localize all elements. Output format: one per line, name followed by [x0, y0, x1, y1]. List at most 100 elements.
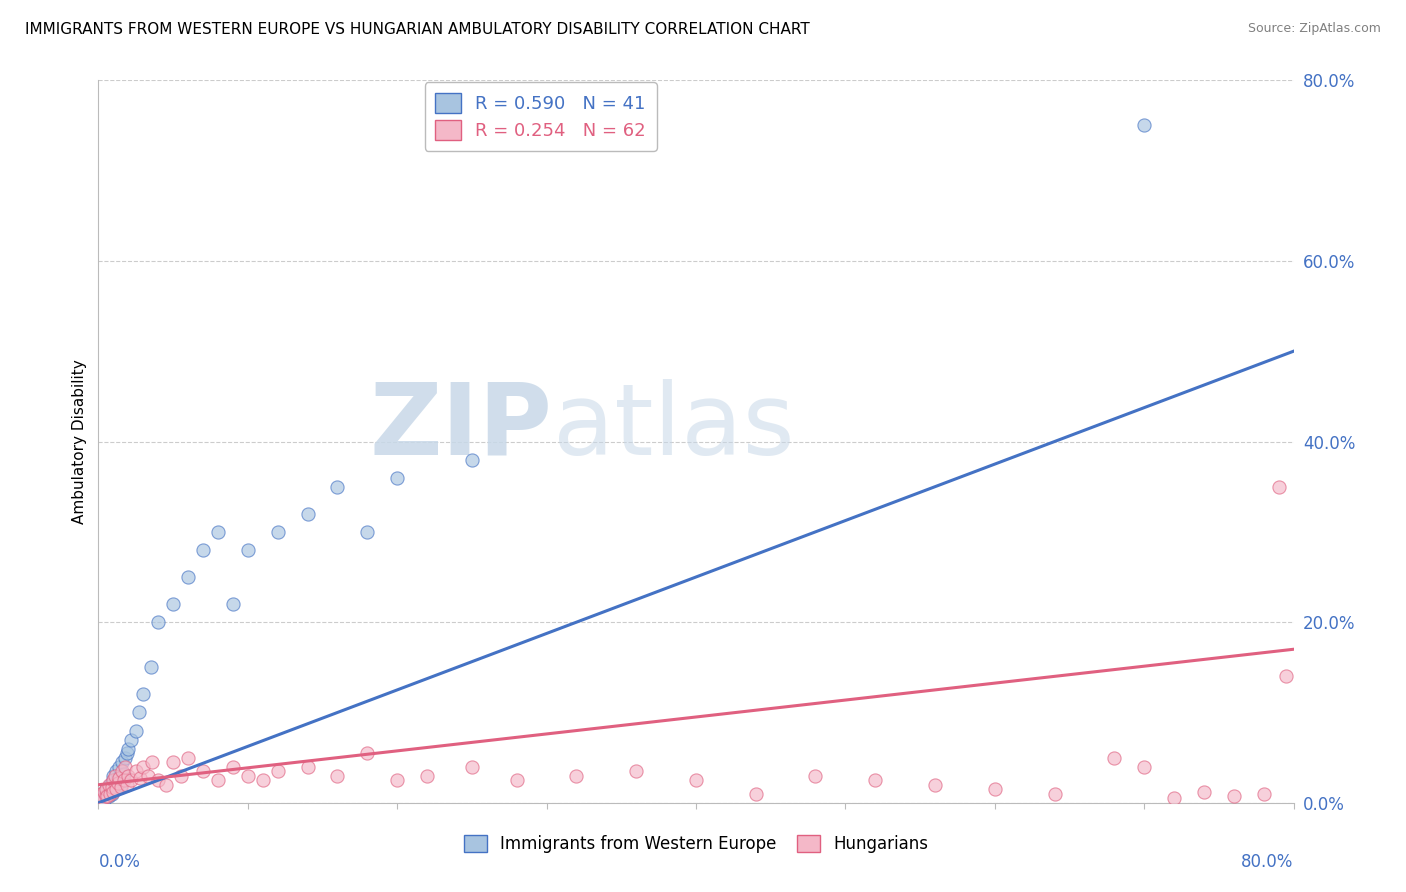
Text: atlas: atlas [553, 378, 794, 475]
Point [1133, 760, 1156, 774]
Point [1192, 785, 1215, 799]
Point [108, 771, 131, 785]
Point [101, 787, 124, 801]
Point [685, 773, 707, 788]
Point [267, 764, 290, 779]
Point [356, 524, 378, 539]
Point [1253, 787, 1275, 801]
Point [94, 789, 117, 803]
Point [94, 782, 117, 797]
Point [115, 778, 138, 792]
Point [222, 760, 245, 774]
Text: 0.0%: 0.0% [98, 854, 141, 871]
Point [103, 785, 125, 799]
Point [97, 778, 120, 792]
Point [148, 615, 170, 630]
Point [97, 780, 120, 794]
Point [191, 542, 214, 557]
Point [93, 793, 115, 807]
Point [326, 480, 349, 494]
Point [222, 597, 245, 611]
Point [125, 723, 148, 738]
Point [745, 787, 768, 801]
Point [110, 778, 132, 792]
Point [626, 764, 648, 779]
Point [94, 782, 117, 797]
Point [1043, 787, 1066, 801]
Text: 80.0%: 80.0% [1241, 854, 1294, 871]
Text: IMMIGRANTS FROM WESTERN EUROPE VS HUNGARIAN AMBULATORY DISABILITY CORRELATION CH: IMMIGRANTS FROM WESTERN EUROPE VS HUNGAR… [25, 22, 810, 37]
Point [461, 452, 484, 467]
Point [416, 769, 439, 783]
Point [103, 769, 125, 783]
Point [129, 771, 152, 785]
Point [91, 789, 114, 803]
Point [865, 773, 887, 788]
Point [107, 771, 129, 785]
Point [96, 789, 118, 804]
Point [169, 769, 191, 783]
Point [1223, 789, 1246, 803]
Point [98, 778, 122, 792]
Point [98, 787, 122, 801]
Point [110, 780, 132, 794]
Point [132, 760, 155, 774]
Point [385, 471, 409, 485]
Point [114, 760, 136, 774]
Point [97, 789, 120, 804]
Point [103, 773, 125, 788]
Point [94, 787, 117, 801]
Point [207, 773, 229, 788]
Text: Source: ZipAtlas.com: Source: ZipAtlas.com [1247, 22, 1381, 36]
Point [103, 773, 125, 788]
Point [93, 785, 115, 799]
Point [112, 767, 135, 781]
Point [461, 760, 484, 774]
Point [108, 760, 131, 774]
Point [506, 773, 529, 788]
Point [177, 750, 200, 764]
Point [107, 776, 129, 790]
Point [924, 778, 946, 792]
Point [162, 597, 184, 611]
Point [120, 773, 142, 788]
Point [1267, 480, 1289, 494]
Point [136, 769, 159, 783]
Point [252, 773, 274, 788]
Point [117, 741, 139, 756]
Point [105, 764, 128, 779]
Legend: Immigrants from Western Europe, Hungarians: Immigrants from Western Europe, Hungaria… [457, 828, 935, 860]
Point [114, 750, 136, 764]
Point [111, 755, 134, 769]
Y-axis label: Ambulatory Disability: Ambulatory Disability [72, 359, 87, 524]
Point [111, 764, 134, 779]
Point [139, 660, 162, 674]
Point [1163, 791, 1185, 805]
Point [1133, 119, 1156, 133]
Point [356, 746, 378, 760]
Point [267, 524, 290, 539]
Text: ZIP: ZIP [370, 378, 553, 475]
Point [984, 782, 1007, 797]
Point [804, 769, 827, 783]
Point [177, 570, 200, 584]
Point [155, 778, 177, 792]
Point [125, 764, 148, 779]
Point [105, 782, 128, 797]
Point [236, 542, 259, 557]
Point [191, 764, 214, 779]
Point [101, 780, 124, 794]
Point [207, 524, 229, 539]
Point [162, 755, 184, 769]
Point [117, 769, 139, 783]
Point [141, 755, 163, 769]
Point [132, 687, 155, 701]
Point [236, 769, 259, 783]
Point [326, 769, 349, 783]
Point [148, 773, 170, 788]
Point [104, 769, 127, 783]
Point [90, 791, 112, 805]
Point [91, 791, 114, 805]
Point [1275, 669, 1298, 683]
Point [90, 787, 112, 801]
